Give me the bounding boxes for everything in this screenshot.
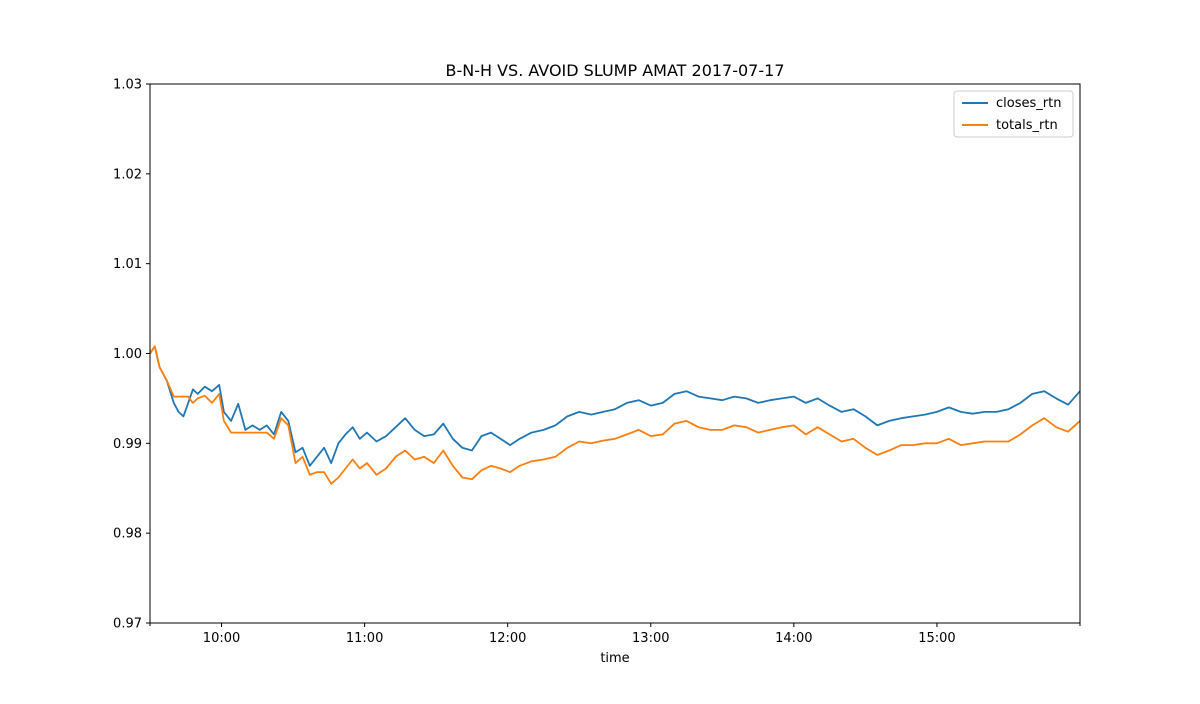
x-tick-label: 11:00 [346, 631, 383, 646]
y-tick-label: 1.01 [113, 257, 142, 272]
y-tick-label: 1.00 [113, 347, 142, 362]
plot-background [150, 84, 1080, 623]
x-tick-label: 13:00 [632, 631, 669, 646]
series-line-closes-rtn [149, 345, 1081, 467]
y-tick-label: 0.99 [113, 437, 142, 452]
plot-area [149, 83, 1081, 624]
x-tick-label: 12:00 [489, 631, 526, 646]
series-layer [149, 345, 1081, 485]
y-tick-label: 0.98 [113, 527, 142, 542]
legend: closes_rtn totals_rtn [953, 90, 1074, 138]
y-axis: 0.97 0.98 0.99 1.00 1.01 1.02 1.03 [113, 78, 150, 632]
x-axis: 10:00 11:00 12:00 13:00 14:00 15:00 [149, 623, 1081, 646]
legend-label-totals: totals_rtn [996, 118, 1058, 133]
legend-label-closes: closes_rtn [996, 96, 1061, 111]
y-tick-label: 1.03 [113, 78, 142, 93]
x-tick-label: 15:00 [918, 631, 955, 646]
x-axis-label: time [600, 651, 629, 666]
series-line-totals-rtn [149, 345, 1081, 485]
x-tick-label: 10:00 [203, 631, 240, 646]
chart-title: B-N-H VS. AVOID SLUMP AMAT 2017-07-17 [445, 61, 784, 80]
y-tick-label: 0.97 [113, 617, 142, 632]
y-tick-label: 1.02 [113, 167, 142, 182]
x-tick-label: 14:00 [775, 631, 812, 646]
